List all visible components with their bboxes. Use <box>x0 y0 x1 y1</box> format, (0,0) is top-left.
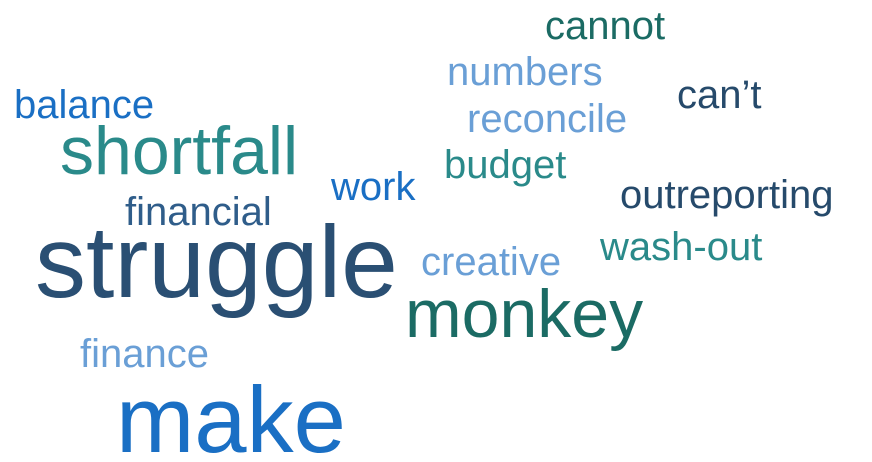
word-outreporting: outreporting <box>620 173 834 217</box>
word-financial: financial <box>125 190 272 234</box>
word-monkey: monkey <box>405 276 644 352</box>
word-wash-out: wash-out <box>600 225 763 269</box>
word-cant: can’t <box>677 73 762 117</box>
word-shortfall: shortfall <box>60 113 299 189</box>
word-cannot: cannot <box>545 4 666 48</box>
word-make: make <box>116 367 346 462</box>
word-creative: creative <box>421 240 562 284</box>
word-reconcile: reconcile <box>467 97 628 141</box>
word-work: work <box>331 165 416 209</box>
word-struggle: struggle <box>35 205 398 319</box>
word-finance: finance <box>80 332 209 376</box>
word-budget: budget <box>444 143 567 187</box>
word-balance: balance <box>14 83 155 127</box>
word-numbers: numbers <box>447 50 603 94</box>
